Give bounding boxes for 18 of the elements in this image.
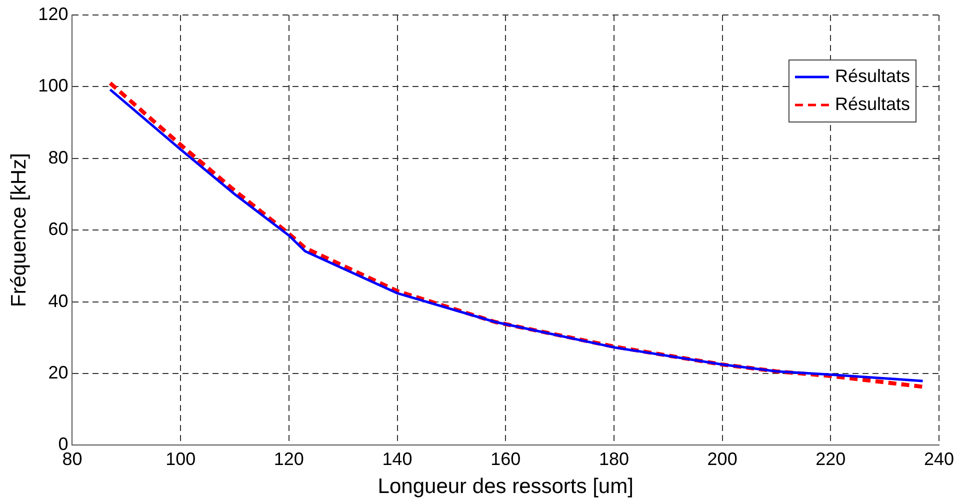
x-tick-label: 120: [274, 448, 304, 469]
y-tick-label: 60: [48, 219, 68, 240]
legend-label: Résultats: [834, 66, 910, 86]
x-tick-label: 100: [166, 448, 196, 469]
y-tick-label: 20: [48, 362, 68, 382]
x-tick-label: 220: [816, 448, 846, 469]
x-tick-label: 240: [924, 448, 954, 469]
y-axis-title: Fréquence [kHz]: [7, 153, 30, 308]
y-tick-label: 100: [38, 76, 68, 96]
y-tick-label: 80: [48, 147, 68, 168]
y-tick-label: 40: [48, 290, 68, 311]
x-tick-label: 180: [598, 448, 629, 469]
y-tick-label: 120: [38, 4, 68, 24]
x-tick-label: 200: [707, 448, 738, 469]
legend-label: Résultats: [834, 94, 910, 114]
x-axis-title: Longueur des ressorts [um]: [378, 475, 634, 498]
x-tick-label: 160: [490, 448, 521, 469]
x-tick-label: 140: [382, 448, 412, 469]
